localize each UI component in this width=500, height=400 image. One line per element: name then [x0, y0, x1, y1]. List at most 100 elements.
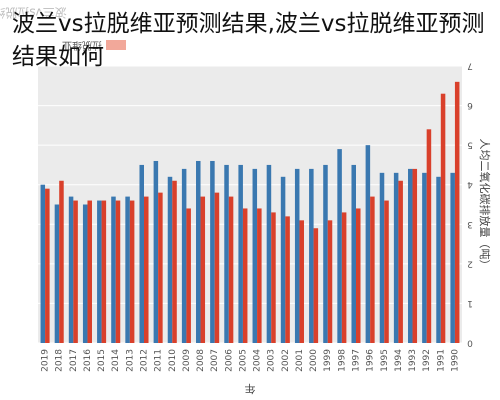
bar-series-1: [111, 196, 116, 343]
y-tick-label: 0: [467, 338, 473, 348]
bar-series-2: [271, 212, 276, 343]
bar-series-2: [370, 196, 375, 343]
bar-series-1: [351, 164, 356, 343]
bars: [40, 81, 460, 343]
bar-series-2: [172, 180, 177, 343]
bar-series-2: [412, 168, 418, 343]
y-tick-label: 3: [467, 219, 473, 229]
y-tick-label: 6: [467, 100, 473, 110]
bar-series-2: [257, 208, 262, 343]
x-tick-label: 2006: [224, 349, 234, 372]
bar-series-2: [228, 196, 234, 343]
chart-title: 波兰vs拉脱维亚预测结果: [0, 6, 67, 21]
bar-series-1: [309, 168, 314, 343]
bar-series-1: [139, 164, 144, 343]
bar-series-2: [356, 208, 361, 343]
bar-series-2: [73, 200, 78, 343]
legend: 拉脱维亚: [62, 39, 126, 52]
bar-series-1: [125, 196, 130, 343]
x-axis-label: 年: [245, 382, 256, 396]
bar-series-2: [200, 196, 206, 343]
bar-series-1: [252, 168, 258, 343]
bar-series-1: [82, 204, 88, 343]
gridlines: [38, 65, 462, 344]
bar-series-2: [158, 192, 163, 343]
x-tick-label: 2015: [97, 349, 107, 372]
x-tick-label: 1994: [394, 349, 404, 372]
bar-series-1: [153, 160, 159, 343]
x-tick-label: 2016: [83, 349, 93, 372]
bar-series-1: [393, 172, 399, 343]
x-tick-label: 1998: [337, 349, 347, 372]
x-tick-label: 2012: [140, 349, 150, 372]
bar-series-1: [40, 184, 46, 343]
bar-series-2: [129, 200, 135, 343]
x-tick-label: 2003: [267, 349, 277, 372]
bar-series-2: [186, 208, 191, 343]
bar-series-1: [54, 204, 60, 343]
y-tick-labels: 0 1 2 3 4 5 6 7: [467, 61, 473, 348]
y-tick-label: 7: [467, 61, 473, 71]
bar-series-2: [115, 200, 121, 343]
bar-series-2: [299, 220, 304, 343]
x-tick-label: 2014: [111, 349, 121, 372]
bar-series-1: [408, 168, 413, 343]
x-tick-label: 1999: [323, 349, 333, 372]
bar-series-2: [285, 216, 290, 343]
bar-series-2: [384, 200, 389, 343]
x-tick-label: 1993: [408, 349, 418, 372]
bar-series-1: [379, 172, 385, 343]
bar-series-1: [280, 176, 286, 343]
x-tick-label: 2005: [238, 349, 248, 372]
bar-series-1: [323, 164, 328, 343]
bar-series-2: [426, 129, 432, 343]
bar-series-1: [224, 164, 229, 343]
x-tick-label: 2017: [69, 349, 79, 372]
x-tick-label: 1996: [366, 349, 376, 372]
bar-series-2: [327, 220, 333, 343]
bar-series-2: [454, 81, 460, 343]
x-tick-labels: 2019 2018 2017 2016 2015 2014 2013 2012 2011 2010…: [41, 349, 461, 372]
bar-series-1: [365, 145, 371, 343]
x-tick-label: 2002: [281, 349, 291, 372]
x-tick-label: 1991: [436, 349, 446, 372]
page-title: 波兰vs拉脱维亚预测结果,波兰vs拉脱维亚预测结果如何: [12, 11, 485, 70]
x-tick-label: 2009: [182, 349, 192, 372]
bar-series-1: [266, 164, 272, 343]
legend-swatch: [106, 40, 126, 50]
x-tick-label: 2013: [125, 349, 135, 372]
bar-series-1: [68, 196, 74, 343]
bar-series-2: [242, 208, 248, 343]
bar-series-1: [181, 168, 187, 343]
legend-label: 拉脱维亚: [62, 39, 102, 52]
x-tick-label: 1997: [352, 349, 362, 372]
plot-background: [38, 66, 462, 343]
bar-series-1: [337, 149, 342, 343]
y-tick-label: 5: [467, 140, 473, 150]
bar-series-1: [196, 160, 201, 343]
y-tick-label: 4: [467, 179, 473, 189]
x-tick-label: 1995: [380, 349, 390, 372]
bar-series-2: [101, 200, 107, 343]
x-tick-label: 2010: [168, 349, 178, 372]
x-tick-label: 2018: [55, 349, 65, 372]
bar-series-1: [238, 164, 243, 343]
bar-series-2: [341, 212, 347, 343]
bar-series-2: [87, 200, 92, 343]
bar-series-1: [436, 176, 441, 343]
bar-series-2: [313, 228, 319, 343]
x-tick-label: 2008: [196, 349, 206, 372]
y-axis-label: 人均二氧化碳排放量（吨）: [478, 139, 492, 271]
x-tick-label: 2001: [295, 349, 305, 372]
bar-series-2: [144, 196, 149, 343]
bar-series-2: [59, 180, 64, 343]
x-tick-label: 1992: [422, 349, 432, 372]
bar-series-1: [210, 160, 215, 343]
x-tick-label: 1990: [450, 349, 460, 372]
bar-series-2: [45, 188, 50, 343]
bar-series-1: [97, 200, 102, 343]
bar-series-1: [422, 172, 427, 343]
x-tick-label: 2011: [154, 349, 164, 372]
bar-series-2: [398, 180, 403, 343]
